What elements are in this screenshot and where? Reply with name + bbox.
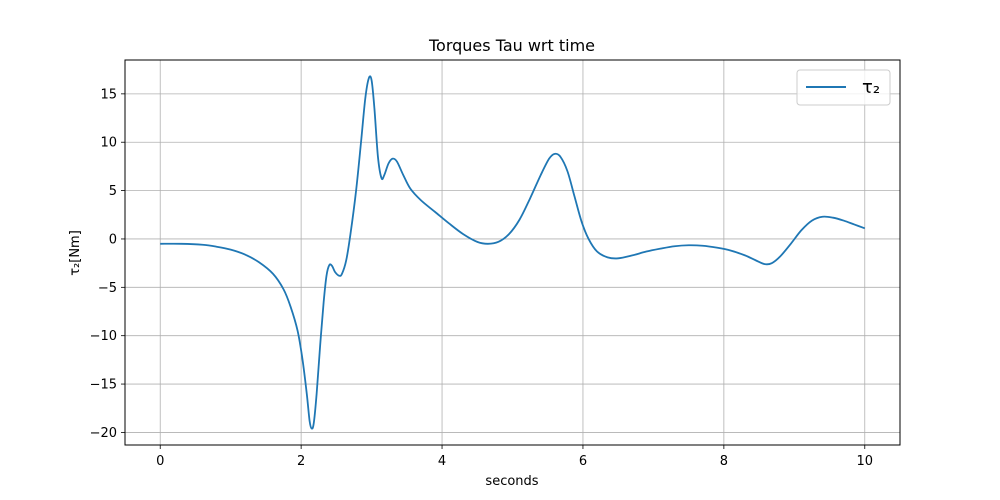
plot-frame bbox=[124, 59, 901, 446]
x-tick-label: 8 bbox=[720, 454, 728, 469]
x-tick-label: 4 bbox=[438, 454, 446, 469]
chart-title: Torques Tau wrt time bbox=[428, 36, 595, 55]
legend-label: τ₂ bbox=[862, 77, 880, 98]
series-layer bbox=[160, 75, 866, 430]
x-axis-label: seconds bbox=[485, 474, 538, 489]
x-tick-label: 0 bbox=[156, 454, 164, 469]
y-tick-label: −10 bbox=[90, 329, 117, 344]
x-tick-label: 2 bbox=[297, 454, 305, 469]
y-tick-label: −15 bbox=[90, 378, 117, 393]
x-tick-label: 10 bbox=[856, 454, 873, 469]
y-tick-label: −20 bbox=[90, 426, 117, 441]
y-tick-label: 10 bbox=[100, 136, 117, 151]
y-tick-label: 15 bbox=[100, 87, 117, 102]
y-axis: 15 10 5 0 −5 −10 −15 −20 bbox=[90, 87, 125, 441]
y-tick-label: 0 bbox=[109, 232, 117, 247]
legend: τ₂ bbox=[796, 69, 891, 106]
x-axis: 0 2 4 6 8 10 bbox=[156, 445, 873, 469]
y-tick-label: 5 bbox=[109, 184, 117, 199]
series-line bbox=[160, 75, 866, 430]
grid bbox=[125, 60, 900, 445]
y-tick-label: −5 bbox=[98, 281, 117, 296]
x-tick-label: 6 bbox=[579, 454, 587, 469]
y-axis-label: τ₂[Nm] bbox=[68, 230, 83, 276]
